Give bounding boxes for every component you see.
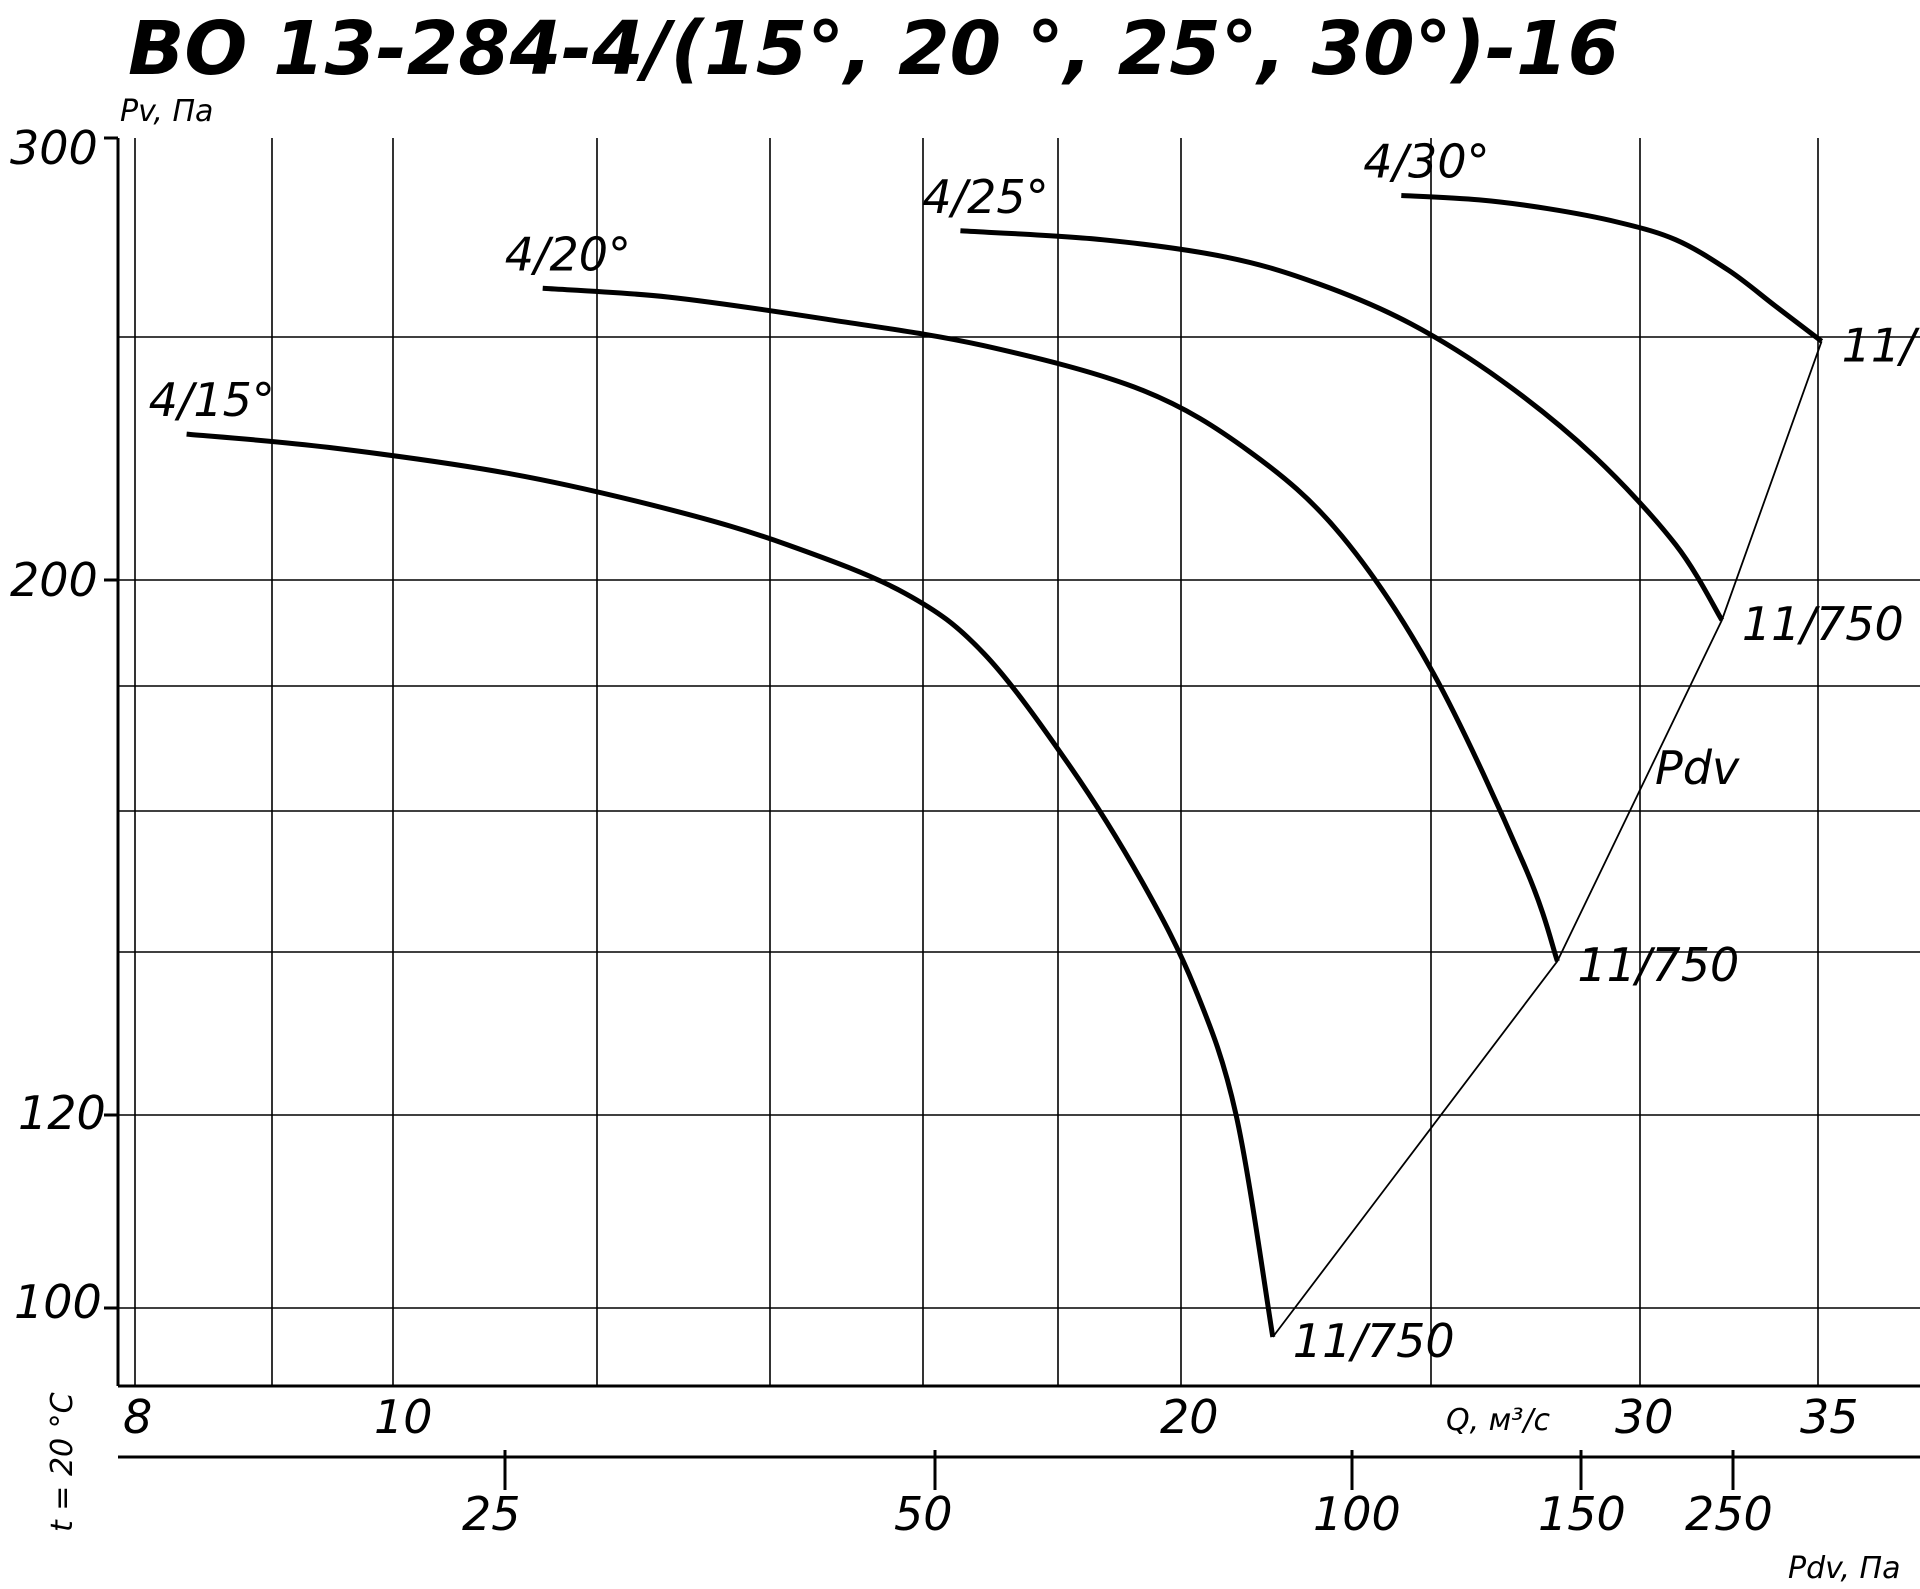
pdv-tick-label: 50: [894, 1487, 953, 1541]
pdv-tick-label: 250: [1685, 1487, 1773, 1541]
series-name-label: 4/20°: [505, 227, 631, 281]
series-line-1: [186, 431, 1276, 1338]
pdv-tick-label: 100: [1313, 1487, 1401, 1541]
pdv-axis-label: Pdv, Па: [1788, 1551, 1900, 1586]
series-end-label: 11/750: [1842, 318, 1920, 372]
x-tick-label: 20: [1160, 1390, 1219, 1444]
x-ticks: 8 10 20 30 35 Q, м³/с: [123, 1390, 1859, 1444]
x-tick-label: 35: [1800, 1390, 1859, 1444]
x-axis-label: Q, м³/с: [1446, 1403, 1550, 1438]
pdv-line: [1272, 340, 1823, 1338]
pdv-tick-label: 25: [462, 1487, 521, 1541]
series-end-label: 11/750: [1293, 1314, 1455, 1368]
y-axis-label: Pv, Па: [120, 94, 213, 129]
y-tick-label: 120: [18, 1086, 106, 1140]
series-end-label: 11/750: [1577, 938, 1739, 992]
y-tick-label: 100: [14, 1275, 102, 1329]
series-line-4: [1401, 193, 1824, 344]
chart-title: ВО 13-284-4/(15°, 20 °, 25°, 30°)-16: [128, 6, 1619, 92]
pdv-line-label: Pdv: [1655, 741, 1740, 795]
grid: [116, 138, 1920, 1388]
pdv-axis: 25 50 100 150 250 Pdv, Па t = 20 °C: [45, 1392, 1920, 1586]
temperature-note: t = 20 °C: [45, 1392, 80, 1532]
x-tick-label: 10: [374, 1390, 433, 1444]
series-layer: 4/15° 11/750 4/20° 11/750 4/25° 11/750 4/30° 11…: [149, 135, 1920, 1369]
y-tick-label: 200: [10, 553, 98, 607]
series-line-3: [960, 228, 1725, 622]
y-ticks: 300 200 120 100: [10, 121, 118, 1329]
series-name-label: 4/15°: [149, 373, 275, 427]
pdv-tick-label: 150: [1538, 1487, 1626, 1541]
series-name-label: 4/25°: [922, 170, 1048, 224]
x-tick-label: 8: [123, 1390, 152, 1444]
series-name-label: 4/30°: [1363, 135, 1489, 189]
y-tick-label: 300: [10, 121, 98, 175]
series-end-label: 11/750: [1742, 597, 1904, 651]
series-line-2: [542, 285, 1560, 963]
x-tick-label: 30: [1615, 1390, 1674, 1444]
